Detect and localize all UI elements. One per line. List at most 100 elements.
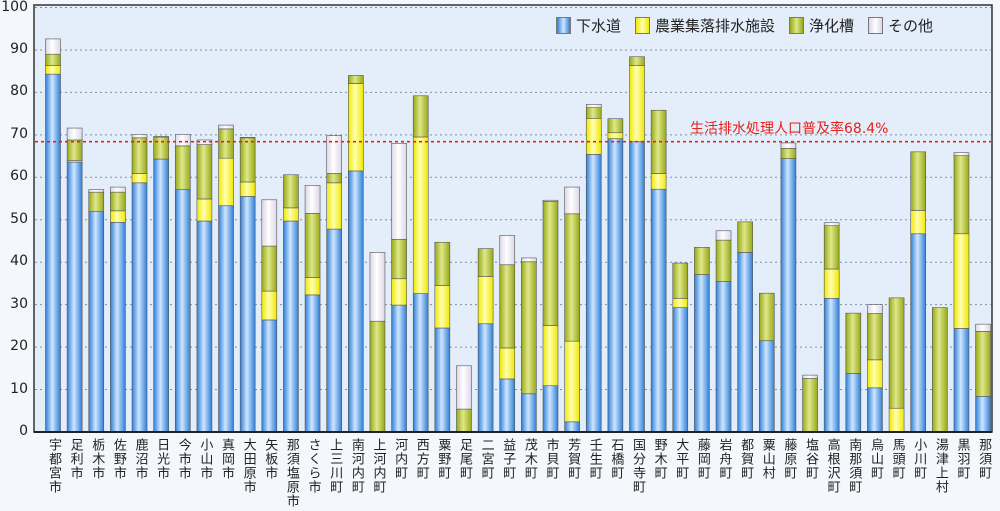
bar-segment-septic-tank: [45, 53, 61, 66]
legend-swatch: [556, 17, 571, 34]
x-tick-label: 国分寺町: [630, 438, 645, 494]
bar-segment-sewer: [66, 161, 83, 433]
x-tick-label: 茂木町: [521, 438, 537, 480]
x-tick-label: 烏山町: [867, 438, 883, 480]
bar-segment-rural-drainage: [542, 325, 559, 387]
x-tick-label: 南河内町: [348, 438, 364, 494]
x-tick-label: 湯津上村: [932, 438, 948, 494]
x-tick-label: 宇都宮市: [46, 438, 61, 494]
bar-segment-rural-drainage: [434, 285, 451, 329]
legend: 下水道 農業集落排水施設 浄化槽 その他: [556, 15, 933, 36]
bar-segment-sewer: [607, 138, 624, 433]
x-tick-label: 高根沢町: [824, 438, 840, 494]
y-tick-label: 90: [10, 40, 28, 57]
bar-segment-other: [564, 186, 580, 215]
legend-label: その他: [888, 17, 934, 35]
bar-segment-rural-drainage: [629, 65, 645, 142]
bar-segment-sewer: [88, 211, 105, 433]
bar-segment-sewer: [845, 373, 862, 433]
y-tick-label: 30: [10, 295, 28, 312]
bar-segment-septic-tank: [261, 245, 278, 292]
bar-segment-sewer: [758, 340, 775, 433]
bar-segment-septic-tank: [369, 320, 386, 433]
bar-segment-septic-tank: [391, 238, 407, 280]
bar-segment-sewer: [391, 304, 407, 433]
bar-segment-rural-drainage: [326, 182, 342, 230]
bar-segment-other: [780, 142, 797, 149]
bar-segment-rural-drainage: [888, 407, 905, 433]
bar-segment-septic-tank: [802, 378, 818, 433]
bar-segment-septic-tank: [629, 56, 645, 66]
bar-segment-sewer: [131, 182, 148, 433]
bar-segment-other: [499, 235, 516, 266]
bar-segment-septic-tank: [196, 144, 213, 200]
legend-label: 下水道: [576, 17, 622, 35]
bar-segment-sewer: [521, 393, 537, 433]
bar-segment-sewer: [585, 154, 602, 433]
bar-segment-sewer: [910, 233, 927, 433]
bar-segment-other: [261, 199, 278, 247]
reference-line-label: 生活排水処理人口普及率68.4%: [690, 121, 889, 137]
bar-segment-septic-tank: [348, 75, 364, 84]
x-tick-label: 足尾町: [456, 438, 472, 480]
legend-swatch: [868, 17, 884, 34]
bar-segment-sewer: [196, 220, 213, 433]
x-tick-label: 日光市: [154, 438, 170, 480]
x-tick-label: 壬生町: [586, 438, 602, 480]
y-tick-label: 20: [10, 338, 28, 355]
x-tick-label: 栃木市: [89, 438, 105, 480]
bar-segment-septic-tank: [953, 155, 970, 235]
bar-segment-sewer: [110, 221, 126, 433]
x-tick-label: 粟山村: [759, 438, 775, 480]
bar-segment-septic-tank: [694, 247, 710, 275]
bar-segment-other: [45, 38, 61, 55]
bar-segment-septic-tank: [845, 312, 862, 374]
bar-segment-rural-drainage: [867, 359, 883, 389]
bar-segment-other: [456, 365, 472, 410]
y-tick-label: 70: [10, 125, 28, 142]
bar-segment-septic-tank: [304, 213, 321, 278]
legend-item-rural: 農業集落排水施設: [635, 15, 775, 36]
bar-segment-sewer: [477, 323, 494, 433]
bar-segment-rural-drainage: [607, 132, 624, 139]
bar-segment-rural-drainage: [412, 136, 429, 294]
bar-segment-sewer: [737, 252, 753, 433]
bar-segment-sewer: [694, 274, 710, 433]
legend-swatch: [635, 17, 651, 34]
y-tick-label: 80: [10, 83, 28, 100]
bar-segment-septic-tank: [521, 261, 537, 395]
x-tick-label: 益子町: [500, 438, 516, 480]
bar-segment-septic-tank: [412, 95, 429, 138]
x-tick-label: 粟野町: [435, 438, 451, 480]
x-tick-label: 藤岡町: [694, 438, 710, 480]
bar-segment-septic-tank: [715, 239, 732, 282]
bar-segment-sewer: [715, 281, 732, 433]
bar-segment-other: [521, 257, 537, 263]
bar-segment-other: [66, 127, 83, 141]
bar-segment-sewer: [867, 387, 883, 433]
x-tick-label: 都賀町: [738, 438, 754, 480]
x-tick-label: 大田原市: [240, 438, 256, 494]
bar-segment-sewer: [326, 228, 342, 433]
bar-segment-septic-tank: [737, 221, 753, 253]
bar-segment-septic-tank: [218, 128, 234, 159]
bar-segment-sewer: [672, 307, 689, 433]
bar-segment-sewer: [629, 141, 645, 433]
bar-segment-sewer: [499, 378, 516, 433]
bar-segment-rural-drainage: [650, 173, 667, 190]
bar-segment-rural-drainage: [477, 276, 494, 325]
x-tick-label: 上河内町: [370, 438, 386, 494]
legend-label: 浄化槽: [809, 17, 855, 35]
x-tick-label: 上三川町: [327, 438, 343, 494]
x-tick-label: 黒羽町: [954, 438, 970, 480]
bar-segment-septic-tank: [131, 137, 148, 174]
bar-segment-sewer: [564, 421, 580, 433]
bar-segment-sewer: [650, 188, 667, 433]
bar-segment-sewer: [45, 73, 61, 433]
y-tick-label: 40: [10, 253, 28, 270]
x-tick-label: 石橋町: [608, 438, 624, 480]
bar-segment-other: [953, 152, 970, 156]
bar-segment-sewer: [239, 196, 256, 433]
bar-segment-septic-tank: [867, 313, 883, 361]
bar-segment-septic-tank: [758, 292, 775, 342]
